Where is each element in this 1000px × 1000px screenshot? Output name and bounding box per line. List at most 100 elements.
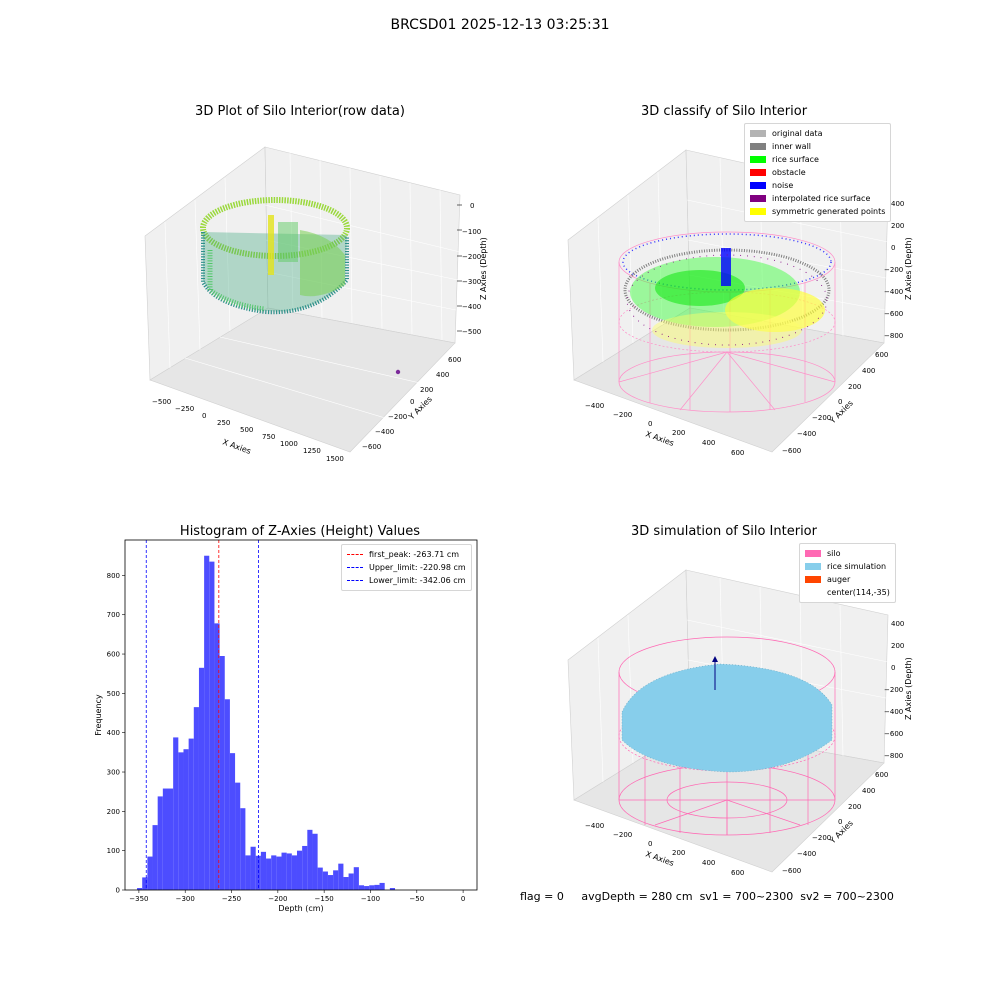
- x-tick-label: −150: [315, 895, 334, 903]
- legend-swatch: [750, 130, 766, 137]
- simulation-3d-panel: 400 200 0 −200 −400 −600 −800 Z Axies (D…: [567, 569, 913, 877]
- histogram-bar: [188, 738, 194, 890]
- legend-item-original-data: original data: [750, 127, 885, 140]
- classify-y-tick-label: 200: [848, 383, 861, 391]
- simulation-z-tick-label: 400: [891, 620, 904, 628]
- raw-y-tick-label: −200: [388, 413, 407, 421]
- raw-x-tick-label: 1000: [280, 440, 298, 448]
- classify-z-tick-label: −200: [884, 266, 903, 274]
- simulation-z-tick-label: 0: [891, 664, 895, 672]
- simulation-y-tick-label: −400: [797, 850, 816, 858]
- histogram-bar: [291, 855, 297, 890]
- histogram-bar: [327, 875, 334, 890]
- flag-text: flag = 0: [520, 890, 564, 903]
- y-tick-label: 200: [107, 808, 120, 816]
- histogram-bar: [353, 867, 359, 890]
- legend-item-first-peak: first_peak: -263.71 cm: [347, 548, 466, 561]
- histogram-bar: [209, 561, 215, 890]
- x-tick-label: −100: [361, 895, 380, 903]
- simulation-panel-title: 3D simulation of Silo Interior: [631, 524, 817, 539]
- simulation-z-tick-label: −600: [884, 730, 903, 738]
- y-tick-label: 400: [107, 729, 120, 737]
- simulation-x-tick-label: 400: [702, 859, 715, 867]
- legend-line: [347, 580, 363, 581]
- y-tick-label: 600: [107, 651, 120, 659]
- histogram-bar: [173, 737, 179, 890]
- legend-item-obstacle: obstacle: [750, 166, 885, 179]
- raw-y-tick-label: −400: [375, 428, 394, 436]
- histogram-bar: [178, 752, 184, 890]
- simulation-x-tick-label: 0: [648, 840, 652, 848]
- simulation-y-tick-label: 200: [848, 803, 861, 811]
- histogram-bar: [245, 855, 251, 890]
- classify-panel-title: 3D classify of Silo Interior: [640, 104, 808, 119]
- histogram-bar: [312, 833, 318, 890]
- raw-x-tick-label: 500: [240, 426, 253, 434]
- histogram-bar: [224, 699, 230, 890]
- y-tick-label: 700: [107, 611, 120, 619]
- raw-3d-panel: 0 −100 −200 −300 −400 −500 −500 −250 0 2…: [144, 146, 488, 463]
- histogram-bar: [296, 850, 303, 890]
- histogram-bar: [198, 667, 205, 890]
- legend-item-upper-limit: Upper_limit: -220.98 cm: [347, 561, 466, 574]
- y-tick-label: 100: [107, 847, 120, 855]
- histogram-panel: −350 −300 −250 −200 −150 −100 −50 0 0 100 200 300 4…: [94, 539, 478, 913]
- histogram-bar: [183, 749, 189, 890]
- y-tick-label: 500: [107, 690, 120, 698]
- histogram-bar: [379, 882, 385, 890]
- classify-z-tick-label: −800: [884, 332, 903, 340]
- legend-item-center: center(114,-35): [805, 586, 890, 599]
- raw-x-tick-label: 1500: [326, 455, 344, 463]
- histogram-bar: [152, 825, 158, 890]
- raw-x-tick-label: 250: [217, 419, 230, 427]
- legend-item-silo: silo: [805, 547, 890, 560]
- raw-y-tick-label: 0: [410, 398, 414, 406]
- histogram-x-ticks: −350 −300 −250 −200 −150 −100 −50 0: [129, 890, 465, 903]
- legend-swatch: [750, 169, 766, 176]
- legend-item-lower-limit: Lower_limit: -342.06 cm: [347, 574, 466, 587]
- classify-x-tick-label: 0: [648, 420, 652, 428]
- histogram-bar: [147, 856, 153, 890]
- histogram-bar: [137, 888, 143, 890]
- legend-swatch: [805, 563, 821, 570]
- raw-y-tick-label: −600: [362, 443, 381, 451]
- histogram-bar: [338, 863, 344, 890]
- legend-swatch: [750, 195, 766, 202]
- classify-z-tick-label: 200: [891, 222, 904, 230]
- y-tick-label: 800: [107, 572, 120, 580]
- legend-item-noise: noise: [750, 179, 885, 192]
- histogram-bar: [307, 829, 313, 890]
- legend-swatch: [750, 182, 766, 189]
- classify-z-tick-label: 400: [891, 200, 904, 208]
- histogram-bar: [271, 855, 277, 890]
- simulation-y-tick-label: 600: [875, 771, 888, 779]
- x-tick-label: −50: [409, 895, 424, 903]
- legend-swatch: [805, 576, 821, 583]
- simulation-x-tick-label: −400: [585, 822, 604, 830]
- raw-x-tick-label: 1250: [303, 447, 321, 455]
- classify-x-tick-label: 600: [731, 449, 744, 457]
- histogram-y-ticks: 0 100 200 300 400 500 600 700 800: [107, 572, 125, 895]
- histogram-title: Histogram of Z-Axies (Height) Values: [179, 524, 421, 539]
- histogram-bar: [235, 782, 241, 890]
- simulation-x-axis-label: X Axies: [644, 849, 675, 868]
- simulation-y-tick-label: −200: [812, 834, 831, 842]
- histogram-bar: [193, 707, 199, 890]
- raw-point-cloud: [200, 197, 401, 375]
- legend-swatch: [750, 208, 766, 215]
- simulation-z-tick-label: 200: [891, 642, 904, 650]
- raw-z-ticks: 0 −100 −200 −300 −400 −500: [457, 202, 481, 336]
- avg-depth-text: avgDepth = 280 cm: [581, 890, 693, 903]
- classify-z-tick-label: 0: [891, 244, 895, 252]
- classify-y-tick-label: −600: [782, 447, 801, 455]
- raw-panel-title: 3D Plot of Silo Interior(row data): [195, 104, 405, 119]
- histogram-bar: [317, 867, 323, 890]
- classify-y-tick-label: 600: [875, 351, 888, 359]
- histogram-bar: [219, 656, 225, 890]
- histogram-x-axis-label: Depth (cm): [278, 904, 323, 913]
- simulation-y-tick-label: 400: [862, 787, 875, 795]
- raw-y-tick-label: 400: [436, 371, 449, 379]
- histogram-bar: [260, 851, 267, 890]
- histogram-bar: [369, 885, 375, 890]
